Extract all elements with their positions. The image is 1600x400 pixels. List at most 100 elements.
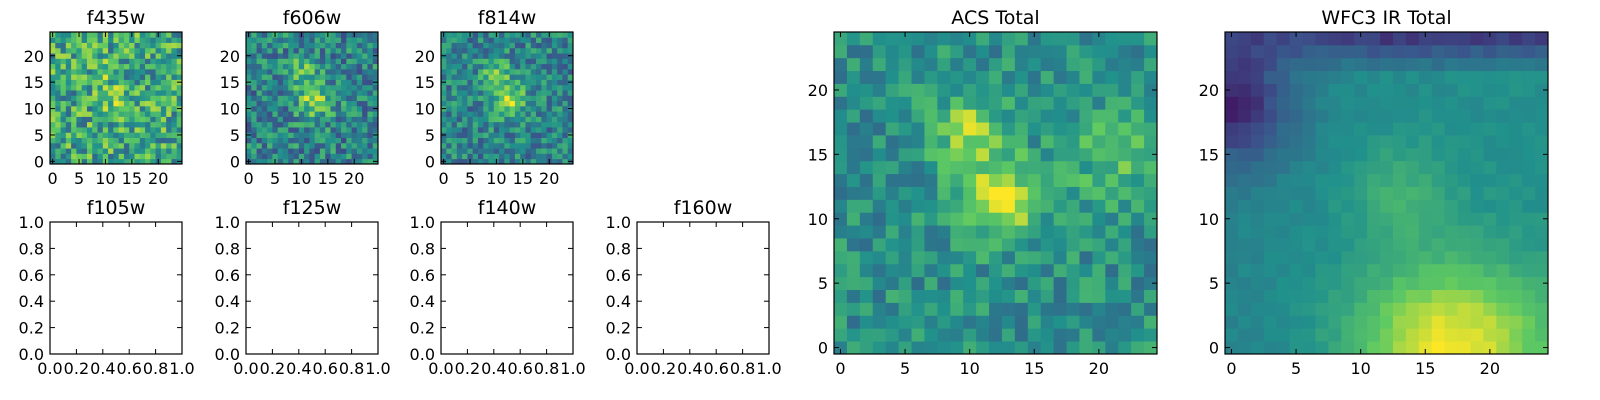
heatmap-cell	[1092, 70, 1106, 84]
heatmap-cell	[1001, 302, 1016, 316]
heatmap-cell	[256, 105, 263, 112]
heatmap-cell	[1380, 32, 1394, 46]
heatmap-cell	[1276, 109, 1290, 123]
heatmap-cell	[1522, 199, 1536, 213]
heatmap-cell	[456, 95, 463, 102]
heatmap-cell	[1315, 315, 1329, 329]
heatmap-cell	[846, 173, 861, 187]
heatmap-cell	[1328, 212, 1342, 226]
heatmap-cell	[551, 127, 558, 133]
heatmap-cell	[351, 53, 358, 59]
heatmap-cell	[1014, 173, 1029, 187]
heatmap-cell	[446, 116, 452, 123]
heatmap-cell	[1027, 83, 1042, 97]
heatmap-cell	[989, 302, 1003, 316]
heatmap-cell	[1367, 302, 1381, 316]
heatmap-cell	[1341, 289, 1355, 303]
heatmap-cell	[1289, 302, 1303, 316]
heatmap-cell	[976, 160, 990, 175]
heatmap-cell	[145, 148, 151, 154]
heatmap-cell	[1444, 212, 1458, 226]
heatmap-cell	[356, 100, 363, 107]
heatmap-cell	[467, 121, 474, 128]
heatmap-cell	[118, 116, 125, 123]
heatmap-cell	[304, 47, 310, 54]
heatmap-cell	[1418, 96, 1433, 110]
heatmap-cell	[504, 79, 511, 86]
heatmap-cell	[1001, 147, 1016, 162]
heatmap-cell	[1027, 289, 1042, 303]
heatmap-cell	[1367, 225, 1381, 239]
heatmap-cell	[1040, 238, 1055, 252]
heatmap-cell	[911, 32, 925, 46]
heatmap-cell	[551, 105, 558, 112]
heatmap-cell	[1431, 289, 1446, 303]
heatmap-cell	[1354, 44, 1368, 59]
heatmap-cell	[1470, 212, 1484, 226]
heatmap-cell	[251, 47, 257, 54]
x-tick-label: 15	[513, 169, 533, 188]
heatmap-cell	[514, 153, 521, 160]
heatmap-cell	[520, 90, 526, 96]
heatmap-cell	[1105, 225, 1119, 239]
heatmap-cell	[76, 37, 83, 43]
heatmap-cell	[55, 105, 61, 112]
heatmap-cell	[108, 47, 114, 54]
heatmap-cell	[1027, 276, 1042, 290]
heatmap-cell	[108, 95, 114, 102]
heatmap-cell	[1315, 147, 1329, 162]
heatmap-cell	[1001, 250, 1016, 265]
heatmap-cell	[846, 315, 861, 329]
heatmap-cell	[898, 96, 912, 110]
heatmap-cell	[1315, 341, 1329, 355]
heatmap-cell	[176, 37, 183, 43]
heatmap-cell	[81, 68, 88, 75]
heatmap-cell	[846, 212, 861, 226]
heatmap-cell	[520, 142, 526, 149]
heatmap-cell	[898, 135, 912, 149]
heatmap-cell	[362, 116, 368, 123]
heatmap-cell	[1237, 96, 1252, 110]
heatmap-cell	[251, 116, 257, 123]
heatmap-cell	[1392, 32, 1407, 46]
heatmap-cell	[113, 32, 120, 38]
heatmap-cell	[1237, 199, 1252, 213]
heatmap-cell	[1225, 122, 1239, 136]
heatmap-cell	[129, 68, 135, 75]
heatmap-cell	[267, 42, 273, 49]
heatmap-cell	[557, 95, 563, 102]
heatmap-cell	[509, 63, 516, 70]
heatmap-cell	[97, 42, 104, 49]
heatmap-cell	[1225, 186, 1239, 200]
heatmap-cell	[1001, 160, 1016, 175]
heatmap-cell	[1315, 122, 1329, 136]
heatmap-cell	[1027, 315, 1042, 329]
heatmap-cell	[1341, 109, 1355, 123]
heatmap-cell	[1263, 315, 1278, 329]
heatmap-cell	[314, 79, 321, 86]
heatmap-cell	[335, 158, 342, 165]
heatmap-cell	[567, 111, 574, 117]
heatmap-cell	[859, 147, 874, 162]
heatmap-cell	[898, 83, 912, 97]
heatmap-cell	[246, 90, 252, 96]
heatmap-cell	[1431, 70, 1446, 84]
heatmap-cell	[267, 158, 273, 165]
heatmap-cell	[937, 44, 951, 59]
heatmap-cell	[504, 74, 511, 80]
heatmap-cell	[509, 95, 516, 102]
heatmap-cell	[166, 68, 172, 75]
heatmap-cell	[557, 132, 563, 138]
heatmap-cell	[525, 116, 532, 123]
heatmap-cell	[267, 63, 273, 70]
heatmap-cell	[346, 95, 352, 102]
heatmap-cell	[1027, 328, 1042, 342]
heatmap-cell	[277, 132, 284, 138]
heatmap-cell	[976, 122, 990, 136]
heatmap-cell	[488, 111, 495, 117]
heatmap-cell	[60, 79, 67, 86]
heatmap-cell	[1079, 250, 1093, 265]
heatmap-cell	[92, 132, 98, 138]
heatmap-cell	[557, 79, 563, 86]
heatmap-cell	[1457, 70, 1471, 84]
